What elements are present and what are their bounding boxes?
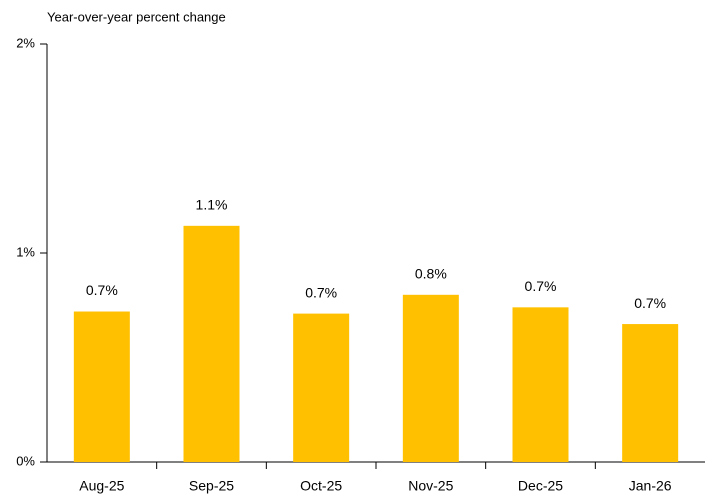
- y-tick-label: 2%: [16, 35, 35, 50]
- value-label: 0.7%: [634, 295, 666, 311]
- x-tick-label: Dec-25: [518, 478, 563, 494]
- value-label: 0.7%: [525, 278, 557, 294]
- x-tick-label: Aug-25: [79, 478, 124, 494]
- x-tick-label: Jan-26: [629, 478, 672, 494]
- x-tick-label: Sep-25: [189, 478, 234, 494]
- bar: [402, 294, 459, 462]
- x-tick-label: Nov-25: [408, 478, 453, 494]
- bar: [293, 313, 350, 462]
- y-tick-label: 1%: [16, 244, 35, 259]
- y-tick-label: 0%: [16, 453, 35, 468]
- bar: [183, 225, 240, 462]
- x-tick-label: Oct-25: [300, 478, 342, 494]
- value-label: 0.7%: [86, 282, 118, 298]
- value-label: 0.8%: [415, 266, 447, 282]
- value-label: 1.1%: [196, 197, 228, 213]
- bar: [512, 307, 569, 462]
- chart-title: Year-over-year percent change: [47, 9, 226, 24]
- bar: [73, 311, 130, 462]
- value-label: 0.7%: [305, 284, 337, 300]
- bar: [622, 324, 679, 462]
